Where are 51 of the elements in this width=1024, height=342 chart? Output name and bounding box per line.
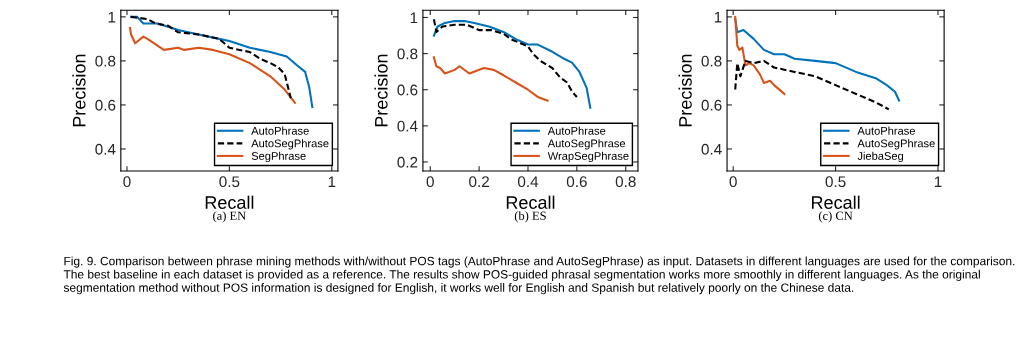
line-series (432, 20, 592, 109)
text: (c) CN (818, 211, 853, 223)
line-series (432, 56, 549, 102)
x-tick-label: 0.5 (219, 176, 240, 188)
text: (a) EN (213, 211, 246, 223)
y-tick-label: 0.6 (95, 99, 116, 111)
legend-label: AutoSegPhrase (251, 139, 329, 150)
y-tick-label: 0.4 (701, 143, 722, 155)
x-axis-title: Recall (506, 195, 555, 209)
y-tick-label: 1 (108, 11, 116, 23)
legend-label: AutoPhrase (547, 126, 606, 135)
legend-label: SegPhrase (251, 151, 306, 163)
x-tick-label: 0.8 (615, 176, 636, 188)
x-tick-label: 0 (729, 176, 737, 188)
y-tick-label: 0.8 (95, 55, 116, 67)
line-series (432, 18, 578, 98)
y-tick-label: 0.2 (397, 156, 418, 168)
y-tick-label: 0.4 (397, 120, 418, 132)
y-axis-title: Precision (374, 54, 388, 127)
legend-label: AutoPhrase (251, 126, 309, 135)
y-tick-label: 0.6 (397, 84, 418, 96)
y-tick-label: 0.8 (701, 55, 722, 67)
y-axis-title: Precision (678, 54, 692, 127)
legend-label: JiebaSeg (857, 151, 904, 163)
x-tick-label: 0 (123, 176, 131, 188)
caption: Fig. 9. Comparison between phrase mining methods with/without POS tags (AutoPhrase and AutoSegPhrase) as input. Datasets in different languages are used for the comparison. The best baseline in each dataset is provided as a reference. The results show POS-guided phrasal segmentation works more smoothly in different languages. As the original segmentation method without POS information is designed for English, it works well for English and Spanish but relatively poorly on the Chinese data. (63, 256, 1015, 295)
line-series (734, 15, 786, 95)
y-axis-title: Precision (72, 54, 86, 127)
legend-label: WrapSegPhrase (547, 151, 629, 163)
x-tick-label: 1 (934, 176, 942, 187)
legend-label: AutoPhrase (857, 126, 915, 135)
line-series (130, 15, 314, 109)
x-tick-label: 0.6 (566, 176, 587, 188)
y-tick-label: 0.8 (397, 48, 418, 60)
line-series (130, 15, 292, 100)
x-axis-title: Recall (811, 195, 860, 209)
text: (b) ES (514, 211, 546, 223)
legend-label: AutoSegPhrase (857, 139, 935, 150)
x-tick-label: 0.4 (517, 176, 539, 188)
line-series (734, 59, 890, 111)
x-axis-title: Recall (205, 195, 254, 209)
y-tick-label: 1 (410, 12, 418, 24)
legend-label: AutoSegPhrase (547, 139, 626, 150)
x-tick-label: 1 (328, 176, 336, 187)
y-tick-label: 1 (714, 11, 722, 23)
line-series (129, 26, 296, 104)
y-tick-label: 0.4 (95, 143, 116, 155)
x-tick-label: 0 (426, 176, 434, 188)
y-tick-label: 0.6 (701, 99, 722, 111)
x-tick-label: 0.5 (825, 176, 846, 188)
x-tick-label: 0.2 (469, 176, 489, 188)
